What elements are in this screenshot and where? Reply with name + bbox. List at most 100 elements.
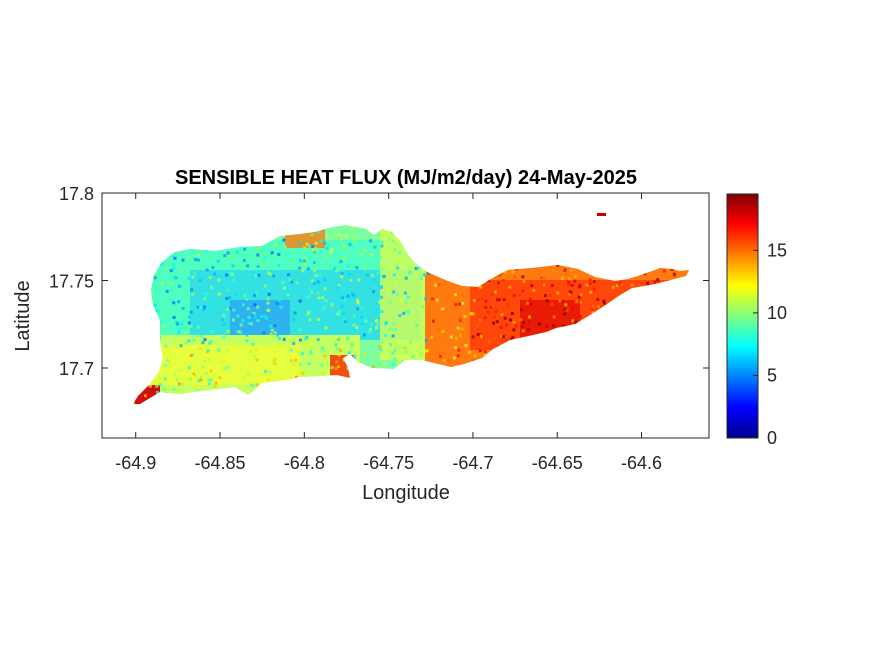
heatmap-cell <box>538 322 542 326</box>
heatmap-cell <box>672 272 676 276</box>
heatmap-cell <box>273 362 277 366</box>
heatmap-cell <box>521 275 525 279</box>
heatmap-cell <box>232 308 236 312</box>
heatmap-cell <box>360 315 364 319</box>
heatmap-cell <box>431 337 435 341</box>
heatmap-cell <box>398 359 402 362</box>
heatmap-cell <box>458 328 462 332</box>
heatmap-cell <box>238 302 242 306</box>
heatmap-cell <box>309 288 313 292</box>
heatmap-cell <box>528 297 532 301</box>
heatmap-cell <box>222 335 226 339</box>
heatmap-cell <box>394 238 398 242</box>
heatmap-cell <box>175 321 179 325</box>
heatmap-cell <box>194 374 198 378</box>
heatmap-cell <box>262 331 266 335</box>
heatmap-cell <box>160 281 164 285</box>
heatmap-cell <box>308 318 312 322</box>
heatmap-cell <box>495 320 499 324</box>
heatmap-cell <box>286 293 290 297</box>
heatmap-cell <box>254 348 258 351</box>
heatmap-cell <box>245 339 249 343</box>
heatmap-cell <box>262 252 266 256</box>
heatmap-cell <box>578 285 581 289</box>
heatmap-cell <box>603 301 606 305</box>
heatmap-cell <box>495 298 499 302</box>
heatmap-cell <box>309 350 313 354</box>
heatmap-cell <box>331 233 335 237</box>
y-tick-label: 17.7 <box>59 359 94 379</box>
heatmap-cell <box>264 370 267 374</box>
heatmap-cell <box>475 324 479 327</box>
heatmap-cell <box>183 331 187 335</box>
heatmap-cell <box>575 300 579 304</box>
heatmap-cell <box>253 354 257 358</box>
heatmap-cell <box>355 326 359 329</box>
heatmap-cell <box>282 286 286 290</box>
heatmap-cell <box>550 284 554 288</box>
heatmap-cell <box>235 250 239 254</box>
heatmap-cell <box>459 333 463 337</box>
heatmap-cell <box>392 273 396 277</box>
heatmap-cell <box>530 284 534 288</box>
heatmap-cell <box>431 319 435 323</box>
heatmap-cell <box>213 384 217 388</box>
x-tick-label: -64.9 <box>115 453 156 473</box>
heatmap-cell <box>504 338 508 342</box>
heatmap-cell <box>305 295 308 299</box>
heatmap-cell <box>246 373 250 377</box>
heatmap-cell <box>202 292 206 296</box>
heatmap-cell <box>314 250 318 254</box>
heatmap-cell <box>308 244 311 248</box>
heatmap-cell <box>184 341 188 345</box>
heatmap-cell <box>392 363 395 367</box>
heatmap-cell <box>270 328 274 332</box>
heatmap-cell <box>205 248 208 252</box>
heatmap-cell <box>501 279 505 282</box>
heatmap-cell <box>461 301 465 305</box>
heatmap-cell <box>173 372 177 376</box>
heatmap-cell <box>323 349 327 353</box>
heatmap-cell <box>334 263 337 267</box>
heatmap-cell <box>317 296 321 300</box>
heatmap-cell <box>455 336 458 340</box>
heatmap-cell <box>378 345 382 349</box>
heatmap-cell <box>290 280 294 284</box>
heatmap-cell <box>340 272 344 275</box>
heatmap-cell <box>454 346 458 350</box>
heatmap-cell <box>263 314 267 318</box>
heatmap-cell <box>316 280 320 284</box>
heatmap-cell <box>239 331 243 335</box>
heatmap-cell <box>222 322 226 326</box>
heatmap-cell <box>435 298 439 302</box>
heatmap-cell <box>430 300 433 304</box>
heatmap-cell <box>246 307 250 311</box>
heatmap-cell <box>340 275 344 279</box>
heatmap-cell <box>424 297 428 301</box>
heatmap-cell <box>334 266 338 270</box>
heatmap-cell <box>356 307 359 311</box>
heatmap-cell <box>360 253 364 257</box>
heatmap-cell <box>371 274 374 278</box>
heatmap-cell <box>573 275 577 279</box>
heatmap-cell <box>195 333 199 337</box>
heatmap-cell <box>201 341 205 345</box>
heatmap-cell <box>314 241 318 245</box>
heatmap-cell <box>510 337 514 341</box>
heatmap-cell <box>396 362 400 366</box>
heatmap-cell <box>302 259 306 263</box>
heatmap-cell <box>394 328 398 331</box>
heatmap-cell <box>472 298 476 302</box>
heatmap-cell <box>182 375 186 379</box>
heatmap-cell <box>252 384 256 388</box>
heatmap-cell <box>277 253 281 256</box>
heatmap-cell <box>578 283 582 287</box>
heatmap-cell <box>191 275 195 279</box>
heatmap-cell <box>322 356 326 360</box>
heatmap-cell <box>242 376 246 380</box>
heatmap-cell <box>408 340 412 344</box>
island-south-yellow-region <box>150 345 300 385</box>
heatmap-cell <box>343 244 346 248</box>
heatmap-cell <box>267 288 271 292</box>
